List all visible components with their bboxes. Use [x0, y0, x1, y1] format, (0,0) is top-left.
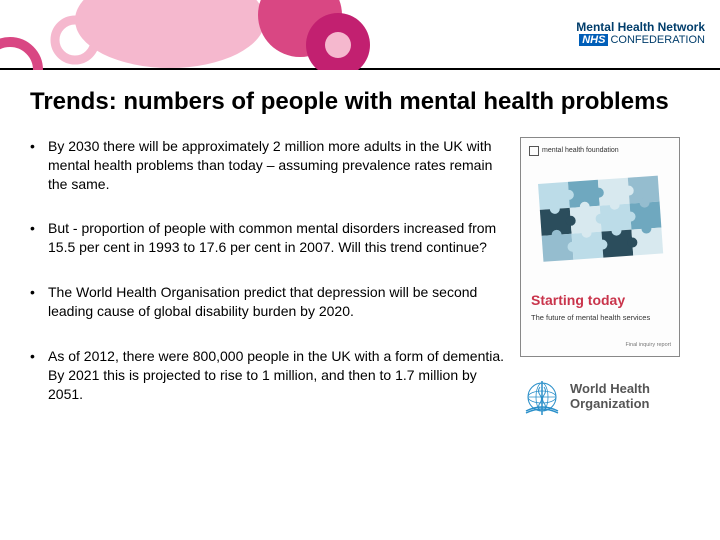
slide-title: Trends: numbers of people with mental he… — [30, 88, 690, 117]
report-org-logo: mental health foundation — [529, 146, 619, 156]
nhs-logo: Mental Health Network NHSCONFEDERATION — [576, 20, 705, 46]
report-subtitle: The future of mental health services — [531, 313, 650, 322]
puzzle-graphic — [531, 173, 671, 263]
bullet-list: By 2030 there will be approximately 2 mi… — [30, 137, 505, 430]
report-footer: Final inquiry report — [625, 342, 671, 348]
who-logo: World Health Organization — [520, 375, 690, 419]
content-area: By 2030 there will be approximately 2 mi… — [0, 137, 720, 430]
bullet-item: But - proportion of people with common m… — [30, 219, 505, 257]
slide-header: Mental Health Network NHSCONFEDERATION — [0, 0, 720, 70]
logo-subtitle: NHSCONFEDERATION — [576, 34, 705, 46]
who-emblem-icon — [520, 375, 564, 419]
report-org-icon — [529, 146, 539, 156]
bullet-item: As of 2012, there were 800,000 people in… — [30, 347, 505, 404]
bullet-item: The World Health Organisation predict th… — [30, 283, 505, 321]
logo-title: Mental Health Network — [576, 20, 705, 34]
decorative-shapes — [0, 0, 450, 70]
bullet-item: By 2030 there will be approximately 2 mi… — [30, 137, 505, 194]
sidebar-images: mental health foundation — [520, 137, 690, 430]
report-title: Starting today — [531, 292, 625, 308]
report-cover-image: mental health foundation — [520, 137, 680, 357]
who-text: World Health Organization — [570, 382, 650, 412]
